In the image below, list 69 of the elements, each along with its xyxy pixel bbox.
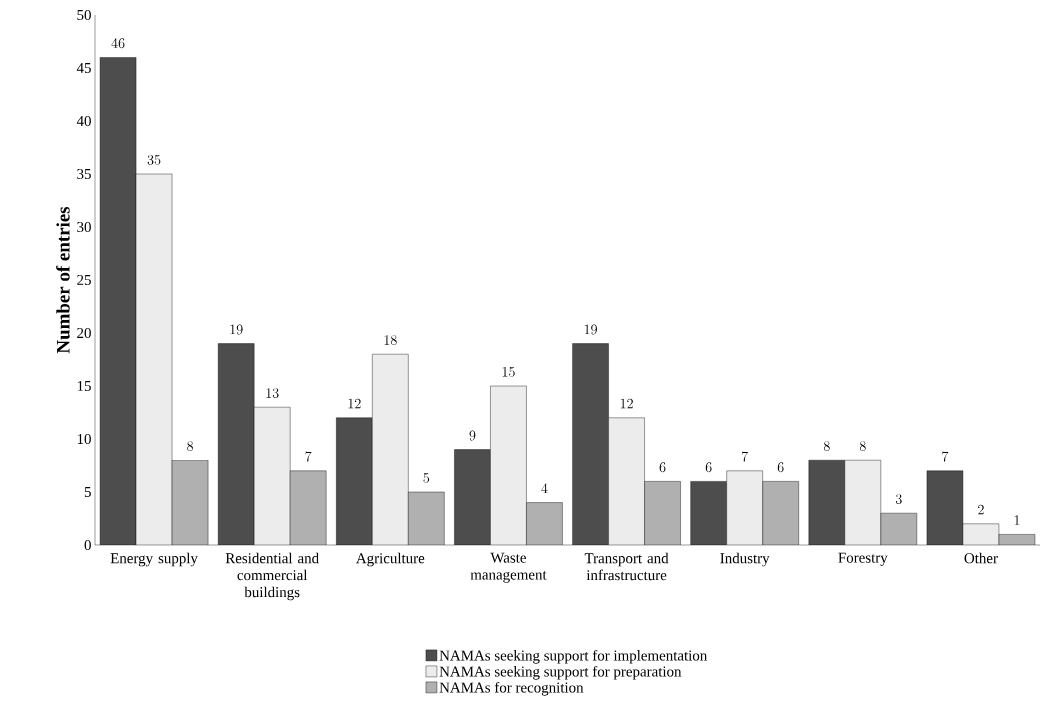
data-label: 13 [266, 388, 279, 398]
data-label: 8 [823, 441, 830, 451]
y-tick-label: 25 [77, 274, 91, 286]
data-label: 8 [859, 441, 866, 451]
y-tick-label: 35 [77, 168, 91, 180]
bar [218, 343, 255, 545]
bar [336, 417, 373, 545]
data-label: 15 [502, 366, 515, 377]
legend-label: NAMAs for recognition [439, 681, 584, 696]
bar [690, 481, 727, 545]
data-label: 9 [469, 430, 476, 441]
y-tick-label: 45 [76, 63, 91, 73]
x-tick-label: Forestry [838, 552, 888, 566]
x-tick-label: Waste management [470, 552, 547, 583]
x-tick-label: Agriculture [356, 552, 425, 567]
bar [372, 354, 409, 545]
bar [172, 460, 209, 545]
x-tick-label: Energy supply [110, 552, 198, 567]
data-label: 5 [423, 472, 430, 483]
y-tick-label: 5 [84, 487, 91, 497]
data-label: 19 [584, 324, 597, 335]
bar [136, 174, 173, 545]
data-label: 46 [111, 38, 125, 49]
data-label: 7 [305, 451, 312, 462]
y-tick-label: 30 [77, 221, 91, 233]
bar [490, 386, 527, 545]
bar [726, 470, 763, 545]
x-tick-label: Residential and commercial buildings [225, 552, 319, 601]
data-label: 35 [147, 154, 161, 165]
bar [644, 481, 681, 545]
y-tick-label: 40 [76, 115, 91, 127]
bar [290, 470, 327, 545]
bar [608, 417, 645, 545]
data-label: 12 [620, 398, 633, 409]
bar [926, 470, 964, 545]
bar [454, 449, 491, 545]
bar [572, 343, 609, 545]
data-label: 3 [895, 494, 902, 504]
bar [254, 407, 291, 545]
data-label: 6 [777, 462, 784, 473]
y-tick-label: 0 [84, 539, 91, 551]
y-axis-title: Number of entries [56, 206, 70, 354]
data-label: 8 [187, 441, 193, 451]
data-label: 18 [384, 335, 397, 345]
bar [762, 481, 799, 545]
bar [408, 492, 445, 545]
x-tick-label: Other [964, 552, 998, 564]
legend-label: NAMAs seeking support for preparation [439, 665, 682, 680]
x-tick-label: Industry [720, 552, 770, 567]
y-tick-label: 20 [77, 327, 91, 339]
y-tick-label: 50 [77, 9, 91, 21]
data-label: 4 [541, 483, 548, 494]
data-label: 19 [230, 324, 243, 335]
x-tick-label: Transport and infrastructure [584, 552, 669, 581]
data-label: 2 [978, 504, 984, 515]
data-label: 6 [705, 462, 712, 473]
bar [100, 57, 137, 545]
bar [526, 502, 563, 545]
data-label: 12 [348, 398, 361, 409]
y-tick-label: 10 [77, 433, 91, 445]
legend-label: NAMAs seeking support for implementation [439, 649, 708, 664]
data-label: 1 [1014, 515, 1020, 525]
data-label: 7 [942, 451, 949, 462]
bar [808, 460, 845, 545]
data-label: 7 [741, 451, 748, 462]
bar [880, 513, 917, 545]
y-tick-label: 15 [77, 381, 91, 391]
bar [844, 460, 881, 545]
data-label: 6 [659, 462, 666, 473]
